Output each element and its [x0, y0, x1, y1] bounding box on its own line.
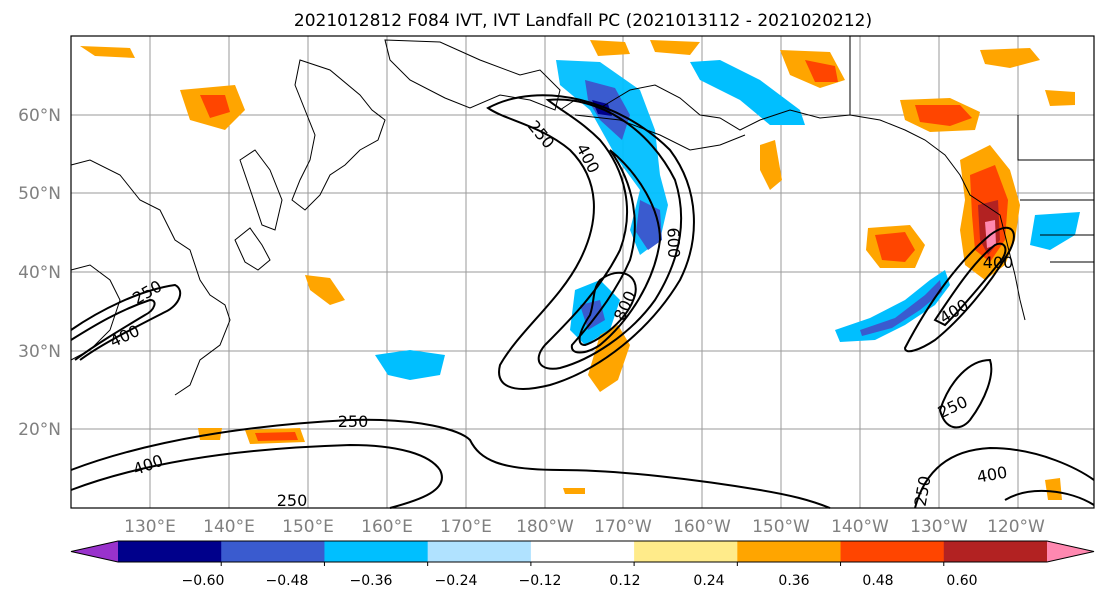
colorbar-segment [427, 541, 532, 562]
lon-label: 150°W [752, 517, 810, 537]
colorbar-segment [737, 541, 842, 562]
colorbar-segment [324, 541, 429, 562]
colorbar-tick-label: 0.36 [778, 573, 809, 589]
colorbar-segment [118, 541, 222, 562]
contour-label: 250 [277, 491, 308, 510]
map-frame [70, 35, 1095, 509]
lon-label: 140°E [203, 517, 255, 537]
contour-label: 600 [663, 227, 683, 258]
lon-labels: 130°E 140°E 150°E 160°E 170°E 180°W 170°… [124, 517, 1045, 537]
colorbar-tick-label: −0.48 [266, 573, 309, 589]
coastlines [70, 36, 1094, 396]
lon-label: 170°E [440, 517, 492, 537]
lon-label: 170°W [594, 517, 652, 537]
map-panel: 250 400 600 800 250 400 250 400 250 400 … [70, 35, 1095, 510]
colorbar-tick-label: 0.12 [609, 573, 640, 589]
lat-labels: 20°N 30°N 40°N 50°N 60°N [18, 106, 61, 440]
colorbar-extend-high [1047, 541, 1094, 562]
colorbar-tick-label: 0.24 [693, 573, 724, 589]
colorbar-tick-label: 0.60 [946, 573, 977, 589]
colorbar [70, 540, 1095, 566]
colorbar-tick-label: −0.24 [435, 573, 478, 589]
colorbar-tick-label: −0.36 [350, 573, 393, 589]
colorbar-ticks: −0.60 −0.48 −0.36 −0.24 −0.12 0.12 0.24 … [182, 573, 978, 589]
lon-label: 140°W [831, 517, 889, 537]
colorbar-tick-label: 0.48 [862, 573, 893, 589]
colorbar-outline [70, 540, 1095, 563]
graticule [71, 36, 1094, 508]
colorbar-segment [634, 541, 738, 562]
lat-label: 50°N [18, 184, 61, 204]
contour-label: 400 [983, 253, 1014, 272]
chart-title: 2021012812 F084 IVT, IVT Landfall PC (20… [294, 11, 872, 31]
lon-label: 130°E [124, 517, 176, 537]
colorbar-extend-low [71, 541, 118, 562]
lat-label: 20°N [18, 420, 61, 440]
colorbar-segment [840, 541, 945, 562]
lon-label: 180°W [516, 517, 574, 537]
lon-label: 120°W [987, 517, 1045, 537]
colorbar-tick-label: −0.60 [182, 573, 225, 589]
lon-label: 130°W [910, 517, 968, 537]
lon-label: 160°E [361, 517, 413, 537]
contour-label: 250 [338, 412, 369, 431]
colorbar-segment [943, 541, 1048, 562]
colorbar-segment [530, 541, 635, 562]
colorbar-segment [221, 541, 325, 562]
lon-label: 160°W [673, 517, 731, 537]
lat-label: 60°N [18, 106, 61, 126]
lon-label: 150°E [282, 517, 334, 537]
lat-label: 30°N [18, 342, 61, 362]
ivt-contours [70, 94, 1095, 509]
colorbar-tick-label: −0.12 [519, 573, 562, 589]
lat-label: 40°N [18, 263, 61, 283]
